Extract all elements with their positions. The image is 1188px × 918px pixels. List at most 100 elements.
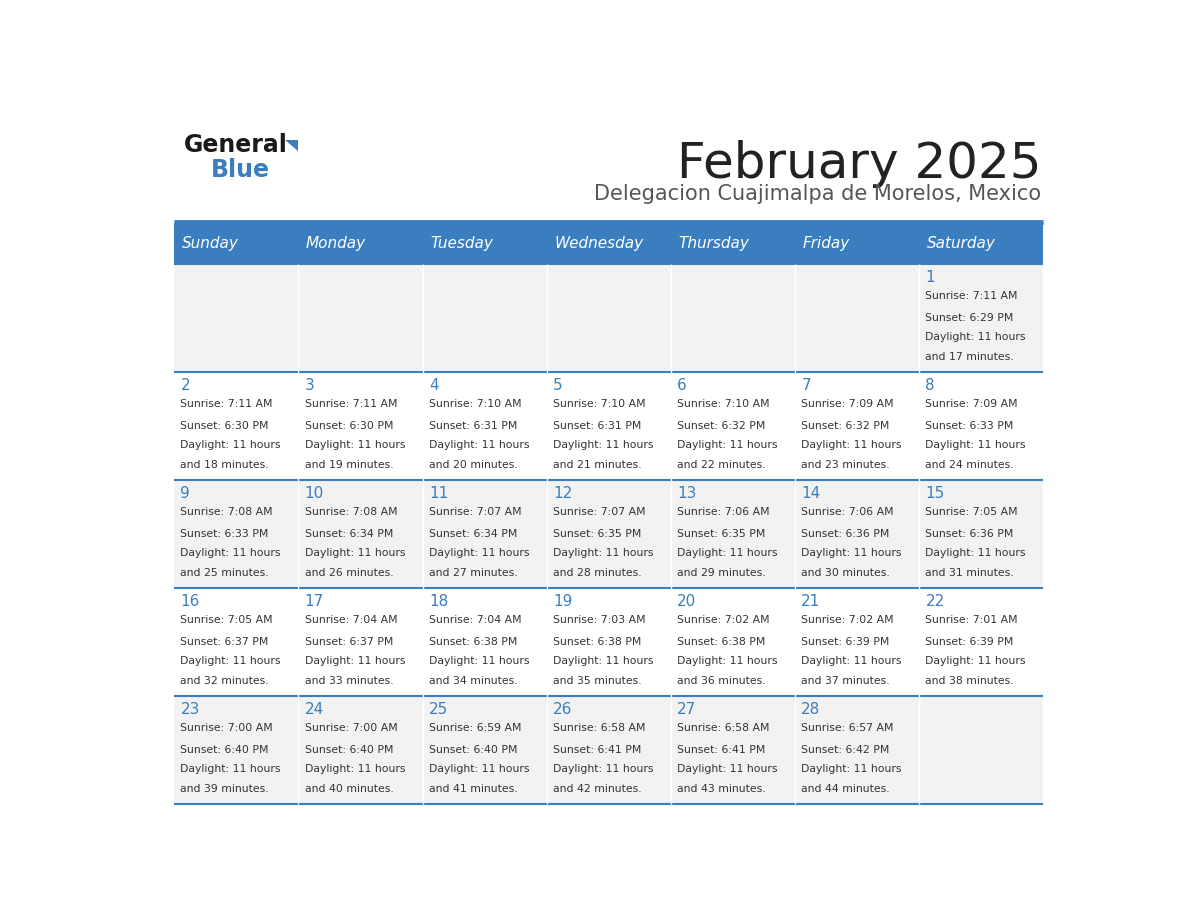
Text: 16: 16 xyxy=(181,594,200,609)
Text: 9: 9 xyxy=(181,486,190,500)
Text: Sunset: 6:40 PM: Sunset: 6:40 PM xyxy=(429,744,517,755)
Text: Sunrise: 6:57 AM: Sunrise: 6:57 AM xyxy=(801,723,893,733)
Text: Tuesday: Tuesday xyxy=(430,236,493,252)
Text: Sunset: 6:32 PM: Sunset: 6:32 PM xyxy=(677,420,765,431)
Text: and 18 minutes.: and 18 minutes. xyxy=(181,460,270,470)
Text: Sunset: 6:35 PM: Sunset: 6:35 PM xyxy=(677,529,765,539)
Text: Daylight: 11 hours: Daylight: 11 hours xyxy=(677,656,778,666)
Text: Monday: Monday xyxy=(305,236,366,252)
Text: Blue: Blue xyxy=(211,158,270,183)
Text: and 19 minutes.: and 19 minutes. xyxy=(304,460,393,470)
Text: and 20 minutes.: and 20 minutes. xyxy=(429,460,518,470)
Text: Sunrise: 7:09 AM: Sunrise: 7:09 AM xyxy=(801,399,893,409)
Text: 10: 10 xyxy=(304,486,324,500)
FancyBboxPatch shape xyxy=(795,696,920,804)
Text: and 25 minutes.: and 25 minutes. xyxy=(181,567,270,577)
Text: Daylight: 11 hours: Daylight: 11 hours xyxy=(925,332,1026,342)
Text: 7: 7 xyxy=(801,377,811,393)
Text: Sunrise: 7:11 AM: Sunrise: 7:11 AM xyxy=(304,399,397,409)
Text: Sunset: 6:33 PM: Sunset: 6:33 PM xyxy=(925,420,1013,431)
Text: 17: 17 xyxy=(304,594,324,609)
Text: 1: 1 xyxy=(925,270,935,285)
Text: Sunrise: 7:06 AM: Sunrise: 7:06 AM xyxy=(801,508,893,517)
FancyBboxPatch shape xyxy=(671,480,795,588)
Text: 4: 4 xyxy=(429,377,438,393)
Text: and 37 minutes.: and 37 minutes. xyxy=(801,676,890,686)
FancyBboxPatch shape xyxy=(795,480,920,588)
Text: Sunset: 6:38 PM: Sunset: 6:38 PM xyxy=(429,637,517,647)
Text: Sunset: 6:30 PM: Sunset: 6:30 PM xyxy=(181,420,268,431)
Text: and 27 minutes.: and 27 minutes. xyxy=(429,567,518,577)
Text: Sunset: 6:41 PM: Sunset: 6:41 PM xyxy=(552,744,642,755)
Text: Sunset: 6:39 PM: Sunset: 6:39 PM xyxy=(925,637,1013,647)
Text: Sunrise: 6:58 AM: Sunrise: 6:58 AM xyxy=(677,723,770,733)
FancyBboxPatch shape xyxy=(298,373,423,480)
Text: and 33 minutes.: and 33 minutes. xyxy=(304,676,393,686)
Text: 8: 8 xyxy=(925,377,935,393)
Text: Sunset: 6:41 PM: Sunset: 6:41 PM xyxy=(677,744,765,755)
Text: 19: 19 xyxy=(552,594,573,609)
Text: Sunrise: 6:58 AM: Sunrise: 6:58 AM xyxy=(552,723,645,733)
FancyBboxPatch shape xyxy=(546,696,671,804)
Text: Sunset: 6:31 PM: Sunset: 6:31 PM xyxy=(552,420,642,431)
Text: Sunrise: 7:00 AM: Sunrise: 7:00 AM xyxy=(304,723,398,733)
Text: Sunset: 6:34 PM: Sunset: 6:34 PM xyxy=(429,529,517,539)
Text: Sunrise: 7:05 AM: Sunrise: 7:05 AM xyxy=(925,508,1018,517)
Text: 3: 3 xyxy=(304,377,315,393)
Text: 2: 2 xyxy=(181,377,190,393)
FancyBboxPatch shape xyxy=(671,223,795,264)
FancyBboxPatch shape xyxy=(671,373,795,480)
Text: 18: 18 xyxy=(429,594,448,609)
Text: Sunrise: 7:10 AM: Sunrise: 7:10 AM xyxy=(552,399,645,409)
Text: Sunrise: 7:08 AM: Sunrise: 7:08 AM xyxy=(181,508,273,517)
Text: and 21 minutes.: and 21 minutes. xyxy=(552,460,642,470)
FancyBboxPatch shape xyxy=(920,223,1043,264)
Text: Daylight: 11 hours: Daylight: 11 hours xyxy=(304,765,405,775)
FancyBboxPatch shape xyxy=(423,480,546,588)
Text: Sunset: 6:32 PM: Sunset: 6:32 PM xyxy=(801,420,890,431)
Text: Daylight: 11 hours: Daylight: 11 hours xyxy=(925,441,1026,451)
FancyBboxPatch shape xyxy=(920,480,1043,588)
Text: Daylight: 11 hours: Daylight: 11 hours xyxy=(304,548,405,558)
Text: Sunrise: 7:08 AM: Sunrise: 7:08 AM xyxy=(304,508,397,517)
Text: Sunset: 6:40 PM: Sunset: 6:40 PM xyxy=(181,744,268,755)
Text: Thursday: Thursday xyxy=(678,236,750,252)
Text: 5: 5 xyxy=(552,377,563,393)
Text: Daylight: 11 hours: Daylight: 11 hours xyxy=(429,765,530,775)
Text: Daylight: 11 hours: Daylight: 11 hours xyxy=(181,765,282,775)
FancyBboxPatch shape xyxy=(920,588,1043,696)
Text: and 30 minutes.: and 30 minutes. xyxy=(801,567,890,577)
Text: Daylight: 11 hours: Daylight: 11 hours xyxy=(801,548,902,558)
Text: 12: 12 xyxy=(552,486,573,500)
Text: 26: 26 xyxy=(552,701,573,717)
Text: Sunday: Sunday xyxy=(182,236,239,252)
Text: 23: 23 xyxy=(181,701,200,717)
Text: Sunrise: 7:06 AM: Sunrise: 7:06 AM xyxy=(677,508,770,517)
Text: Sunset: 6:30 PM: Sunset: 6:30 PM xyxy=(304,420,393,431)
Text: Sunrise: 7:10 AM: Sunrise: 7:10 AM xyxy=(677,399,770,409)
Text: and 41 minutes.: and 41 minutes. xyxy=(429,784,518,794)
Text: Daylight: 11 hours: Daylight: 11 hours xyxy=(181,548,282,558)
Text: and 22 minutes.: and 22 minutes. xyxy=(677,460,766,470)
Text: and 39 minutes.: and 39 minutes. xyxy=(181,784,270,794)
Text: Daylight: 11 hours: Daylight: 11 hours xyxy=(552,548,653,558)
Text: Sunset: 6:37 PM: Sunset: 6:37 PM xyxy=(304,637,393,647)
FancyBboxPatch shape xyxy=(546,588,671,696)
Text: Sunrise: 7:01 AM: Sunrise: 7:01 AM xyxy=(925,615,1018,625)
Text: Sunset: 6:38 PM: Sunset: 6:38 PM xyxy=(677,637,765,647)
Text: Daylight: 11 hours: Daylight: 11 hours xyxy=(925,656,1026,666)
Text: Daylight: 11 hours: Daylight: 11 hours xyxy=(677,765,778,775)
Text: 6: 6 xyxy=(677,377,687,393)
Text: Sunset: 6:36 PM: Sunset: 6:36 PM xyxy=(925,529,1013,539)
Text: Sunrise: 7:04 AM: Sunrise: 7:04 AM xyxy=(429,615,522,625)
Text: 22: 22 xyxy=(925,594,944,609)
Text: 27: 27 xyxy=(677,701,696,717)
Text: Saturday: Saturday xyxy=(927,236,996,252)
Text: and 42 minutes.: and 42 minutes. xyxy=(552,784,642,794)
Text: Wednesday: Wednesday xyxy=(555,236,644,252)
Text: Sunset: 6:33 PM: Sunset: 6:33 PM xyxy=(181,529,268,539)
Text: Daylight: 11 hours: Daylight: 11 hours xyxy=(429,656,530,666)
Polygon shape xyxy=(285,140,298,151)
Text: 24: 24 xyxy=(304,701,324,717)
Text: Daylight: 11 hours: Daylight: 11 hours xyxy=(552,765,653,775)
